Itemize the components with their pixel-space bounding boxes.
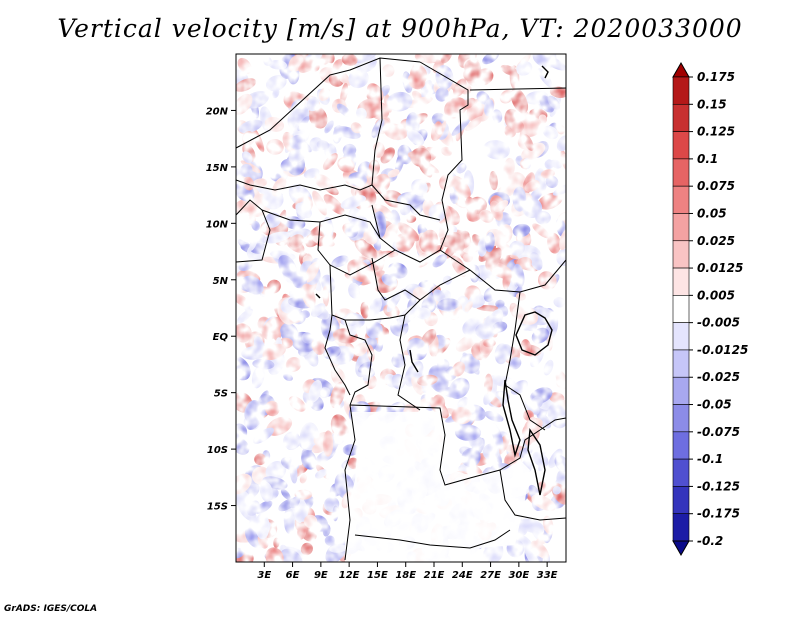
colorbar-label: -0.005 xyxy=(697,316,740,330)
footer-credit: GrADS: IGES/COLA xyxy=(4,604,98,614)
lakes-and-coast xyxy=(315,65,553,496)
colorbar-label: 0.175 xyxy=(697,70,735,84)
colorbar-segment xyxy=(672,131,690,160)
lon-tick-label: 27E xyxy=(480,570,501,581)
colorbar-label: 0.0125 xyxy=(697,261,743,275)
colorbar-segment xyxy=(672,376,690,405)
country-boundaries xyxy=(236,57,566,561)
lon-tick-label: 12E xyxy=(339,570,360,581)
colorbar-label: -0.05 xyxy=(697,398,732,412)
colorbar-segment xyxy=(672,486,690,515)
colorbar-label: -0.175 xyxy=(697,507,740,521)
lon-tick-label: 18E xyxy=(395,570,416,581)
lat-tick-label: 20N xyxy=(206,106,229,117)
colorbar-segment xyxy=(672,213,690,242)
colorbar-label: -0.025 xyxy=(697,370,740,384)
colorbar-label: -0.075 xyxy=(697,425,740,439)
colorbar-segment xyxy=(672,540,690,557)
latitude-axis: 20N 15N 10N 5N EQ 5S 10S 15S xyxy=(206,106,236,513)
chart-title: Vertical velocity [m/s] at 900hPa, VT: 2… xyxy=(57,14,743,43)
lat-tick-label: EQ xyxy=(213,332,229,343)
lat-tick-label: 5N xyxy=(213,276,229,287)
colorbar-label: 0.025 xyxy=(697,234,735,248)
lat-tick-label: 10N xyxy=(206,219,229,230)
colorbar-segment xyxy=(672,185,690,214)
colorbar-label: 0.15 xyxy=(697,97,727,111)
lon-tick-label: 33E xyxy=(537,570,558,581)
colorbar-segment xyxy=(672,322,690,351)
lat-tick-label: 10S xyxy=(207,445,228,456)
colorbar-label: -0.1 xyxy=(697,452,723,466)
velocity-field xyxy=(236,54,566,562)
colorbar-label: 0.005 xyxy=(697,288,735,302)
colorbar-segment xyxy=(672,76,690,105)
colorbar-segment xyxy=(672,458,690,487)
lat-tick-label: 15N xyxy=(206,163,229,174)
colorbar-segment xyxy=(672,103,690,132)
plot-frame xyxy=(235,53,567,563)
colorbar-segment xyxy=(672,61,690,78)
colorbar-label: 0.1 xyxy=(697,152,718,166)
colorbar-label: -0.125 xyxy=(697,479,740,493)
lon-tick-label: 9E xyxy=(314,570,328,581)
colorbar-segment xyxy=(672,513,690,542)
longitude-axis: 3E 6E 9E 12E 15E 18E 21E 24E 27E 30E 33E xyxy=(257,562,558,581)
colorbar-label: 0.125 xyxy=(697,125,735,139)
colorbar-segment xyxy=(672,240,690,269)
colorbar-label: 0.075 xyxy=(697,179,735,193)
colorbar-segment xyxy=(672,267,690,296)
lon-tick-label: 15E xyxy=(367,570,388,581)
colorbar-label: 0.05 xyxy=(697,206,727,220)
lon-tick-label: 6E xyxy=(286,570,300,581)
colorbar-segment xyxy=(672,158,690,187)
colorbar-segment xyxy=(672,404,690,433)
lat-tick-label: 15S xyxy=(207,502,228,513)
colorbar-segment xyxy=(672,349,690,378)
lon-tick-label: 24E xyxy=(452,570,473,581)
colorbar-label: -0.0125 xyxy=(697,343,748,357)
lat-tick-label: 5S xyxy=(214,389,228,400)
land-mask-southern-africa xyxy=(345,412,530,562)
colorbar-segment xyxy=(672,431,690,460)
colorbar-label: -0.2 xyxy=(697,534,723,548)
colorbar-segment xyxy=(672,295,690,323)
colorbar: 0.175 0.15 0.125 0.1 0.075 0.05 0.025 0.0125 0.0… xyxy=(672,61,748,557)
lon-tick-label: 3E xyxy=(257,570,271,581)
lon-tick-label: 30E xyxy=(508,570,529,581)
lon-tick-label: 21E xyxy=(424,570,445,581)
